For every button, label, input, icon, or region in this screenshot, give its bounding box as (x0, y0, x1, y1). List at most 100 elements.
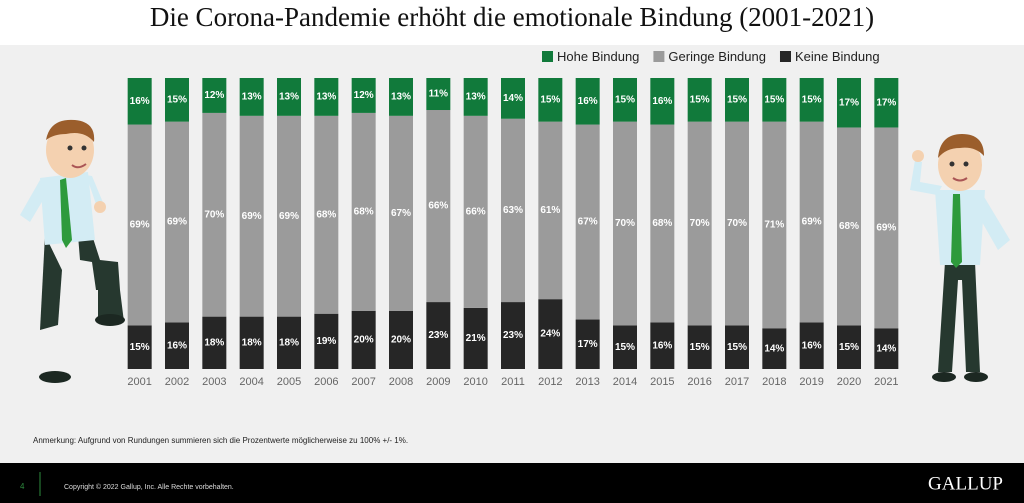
data-label: 69% (167, 217, 187, 228)
x-tick-label: 2015 (650, 376, 674, 388)
legend-label: Hohe Bindung (557, 49, 639, 64)
data-label: 20% (354, 335, 374, 346)
data-label: 70% (690, 218, 710, 229)
data-label: 15% (764, 94, 784, 105)
bar-segment (837, 127, 861, 326)
bar-segment (613, 325, 637, 369)
bar-segment (127, 78, 152, 125)
data-label: 15% (167, 94, 187, 105)
bar-segment (799, 121, 824, 323)
data-label: 16% (802, 340, 822, 351)
bar-segment (202, 316, 227, 369)
data-label: 67% (578, 217, 598, 228)
data-label: 18% (242, 337, 262, 348)
data-label: 24% (540, 329, 560, 340)
bar-segment (165, 121, 189, 323)
bar-segment (239, 115, 264, 317)
bar-segment (725, 325, 749, 369)
x-tick-label: 2007 (351, 376, 375, 388)
bar-segment (687, 78, 712, 122)
x-tick-label: 2006 (314, 376, 338, 388)
bar-segment (239, 78, 264, 116)
data-label: 17% (839, 97, 859, 108)
bar-segment (165, 322, 189, 369)
bar-segment (575, 319, 600, 369)
data-label: 61% (540, 205, 560, 216)
x-tick-label: 2013 (575, 376, 599, 388)
data-label: 71% (764, 220, 784, 231)
bar-segment (351, 310, 376, 369)
data-label: 69% (130, 220, 150, 231)
bar-segment (762, 78, 787, 122)
data-label: 66% (428, 201, 448, 212)
bar-segment (463, 78, 488, 116)
logo: GALLUP (928, 473, 1003, 494)
data-label: 68% (354, 207, 374, 218)
data-label: 16% (652, 340, 672, 351)
title: Die Corona-Pandemie erhöht die emotional… (150, 2, 874, 32)
bar-segment (501, 118, 525, 303)
bar-segment (725, 121, 749, 326)
data-label: 67% (391, 208, 411, 219)
data-label: 18% (204, 337, 224, 348)
data-label: 17% (876, 97, 896, 108)
legend-label: Geringe Bindung (668, 49, 766, 64)
x-tick-label: 2011 (501, 376, 525, 388)
figure-right (910, 134, 1010, 382)
data-label: 19% (316, 336, 336, 347)
bar-segment (277, 115, 301, 317)
x-tick-label: 2005 (277, 376, 301, 388)
bar-segment (501, 78, 525, 119)
bar-segment (650, 124, 675, 323)
x-tick-label: 2021 (874, 376, 898, 388)
data-label: 13% (316, 92, 336, 103)
x-tick-label: 2002 (165, 376, 189, 388)
data-label: 13% (242, 92, 262, 103)
data-label: 12% (354, 90, 374, 101)
bar-segment (351, 112, 376, 311)
x-tick-label: 2012 (538, 376, 562, 388)
x-tick-label: 2020 (837, 376, 861, 388)
bar-segment (463, 307, 488, 369)
bar-segment (799, 78, 824, 122)
data-label: 70% (615, 218, 635, 229)
legend-label: Keine Bindung (795, 49, 880, 64)
bar-segment (837, 325, 861, 369)
data-label: 14% (876, 343, 896, 354)
bar-segment (874, 127, 899, 329)
bar-segment (202, 112, 227, 317)
data-label: 69% (876, 223, 896, 234)
bar-segment (687, 325, 712, 369)
data-label: 12% (204, 90, 224, 101)
data-label: 15% (540, 94, 560, 105)
x-tick-label: 2004 (239, 376, 263, 388)
data-label: 14% (503, 93, 523, 104)
x-tick-label: 2009 (426, 376, 450, 388)
data-label: 16% (167, 340, 187, 351)
data-label: 23% (503, 330, 523, 341)
data-label: 15% (130, 342, 150, 353)
page-number: 4 (20, 482, 25, 491)
bar-segment (613, 121, 637, 326)
data-label: 15% (690, 94, 710, 105)
bar-segment (389, 78, 413, 116)
x-tick-label: 2010 (463, 376, 487, 388)
bar-segment (575, 124, 600, 320)
data-label: 13% (391, 92, 411, 103)
data-label: 15% (690, 342, 710, 353)
bar-segment (314, 313, 339, 369)
bar-segment (426, 302, 451, 369)
bar-segment (725, 78, 749, 122)
bar-segment (575, 78, 600, 125)
legend-swatch (653, 51, 665, 62)
data-label: 70% (204, 209, 224, 220)
bar-segment (799, 322, 824, 369)
bar-segment (426, 78, 451, 111)
bar-segment (501, 302, 525, 369)
bar-segment (650, 322, 675, 369)
copyright: Copyright © 2022 Gallup, Inc. Alle Recht… (64, 483, 234, 491)
data-label: 68% (839, 221, 859, 232)
bar-segment (389, 115, 413, 311)
figure-left (20, 119, 125, 383)
